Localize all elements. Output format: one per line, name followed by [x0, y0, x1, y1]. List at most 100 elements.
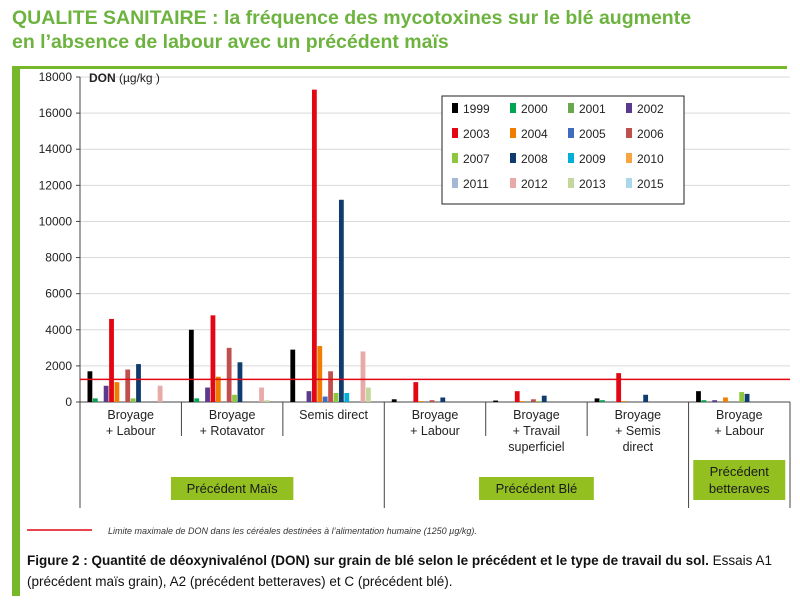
legend-label: 2003 — [463, 127, 490, 141]
bar — [744, 393, 750, 402]
bar — [92, 398, 98, 402]
bar — [205, 387, 210, 402]
category-label: direct — [623, 440, 654, 454]
legend-swatch — [452, 128, 458, 138]
group-label: Précédent Maïs — [187, 481, 279, 496]
y-tick-label: 6000 — [45, 287, 72, 301]
category-label: Broyage — [615, 408, 662, 422]
bar — [136, 364, 141, 402]
group-labels: Précédent Maïs Précédent Blé Précédent bett… — [170, 460, 786, 500]
legend-label: 2007 — [463, 152, 490, 166]
bar — [317, 346, 323, 402]
title-line-1: QUALITE SANITAIRE : la fréquence des myc… — [12, 7, 692, 29]
bar — [344, 392, 350, 402]
y-axis-label-unit: (µg/kg ) — [116, 71, 160, 85]
bar — [429, 400, 435, 402]
y-tick-label: 2000 — [45, 359, 72, 373]
category-label: + Travail — [513, 424, 561, 438]
legend-label: 2010 — [637, 152, 664, 166]
bar — [365, 387, 371, 402]
legend-label: 2011 — [463, 177, 489, 191]
legend-label: 1999 — [463, 102, 490, 116]
legend-swatch — [510, 103, 516, 113]
threshold-note: Limite maximale de DON dans les céréales… — [27, 526, 477, 536]
bar — [114, 382, 120, 402]
bar — [237, 362, 243, 402]
bar — [536, 401, 542, 402]
bar — [311, 89, 317, 402]
category-label: + Labour — [410, 424, 460, 438]
legend: 1999 2000 2001 2002 2003 2004 2005 2006 2007 2008… — [441, 95, 685, 205]
category-label: Semis direct — [299, 408, 368, 422]
legend-swatch — [568, 128, 574, 138]
group-label: Précédent Blé — [496, 481, 578, 496]
legend-label: 2002 — [637, 102, 664, 116]
bar — [712, 400, 718, 402]
category-label: Broyage — [107, 408, 154, 422]
category-label: Broyage — [513, 408, 560, 422]
bar — [600, 400, 605, 402]
category-label: + Rotavator — [200, 424, 265, 438]
bar — [616, 373, 622, 402]
legend-swatch — [626, 153, 632, 163]
frame-top-line — [12, 66, 787, 69]
legend-swatch — [626, 103, 632, 113]
bar — [194, 398, 200, 402]
legend-swatch — [452, 178, 458, 188]
legend-label: 2013 — [579, 177, 606, 191]
legend-swatch — [626, 128, 632, 138]
caption-bold: Figure 2 : Quantité de déoxynivalénol (D… — [27, 553, 709, 568]
bar — [739, 392, 745, 402]
bar — [290, 349, 296, 402]
category-label: Broyage — [412, 408, 459, 422]
bar — [103, 385, 109, 402]
legend-label: 2006 — [637, 127, 664, 141]
legend-label: 2004 — [521, 127, 548, 141]
y-tick-label: 16000 — [39, 106, 73, 120]
y-axis: 0 2000 4000 6000 8000 10000 12000 14000 16000 180… — [39, 70, 790, 409]
bar — [259, 387, 264, 402]
bar — [157, 385, 163, 402]
legend-swatch — [568, 178, 574, 188]
y-tick-label: 18000 — [39, 70, 73, 84]
group-label: betteraves — [709, 481, 770, 496]
group-label-box — [479, 477, 594, 500]
bar — [188, 329, 194, 402]
category-label: superficiel — [508, 440, 564, 454]
legend-swatch — [568, 153, 574, 163]
group-label: Précédent — [710, 464, 770, 479]
legend-swatch — [510, 178, 516, 188]
legend-swatch — [452, 103, 458, 113]
frame-left-bar — [12, 66, 20, 596]
legend-swatch — [510, 153, 516, 163]
bar — [413, 382, 419, 402]
y-tick-label: 14000 — [39, 142, 73, 156]
bar — [322, 396, 328, 402]
chart-title: QUALITE SANITAIRE : la fréquence des myc… — [12, 6, 792, 54]
bar — [232, 394, 237, 402]
legend-label: 2009 — [579, 152, 606, 166]
bar — [541, 395, 547, 402]
category-label: Broyage — [209, 408, 256, 422]
bar — [514, 391, 520, 402]
figure-caption: Figure 2 : Quantité de déoxynivalénol (D… — [27, 550, 777, 592]
bar — [226, 347, 232, 402]
bar — [621, 401, 627, 402]
bar — [643, 394, 649, 402]
bar — [125, 369, 131, 402]
bar — [440, 397, 446, 402]
bar — [696, 391, 701, 402]
caption-normal: Essais A1 (précédent maïs grain), A2 (pr… — [27, 553, 772, 589]
legend-label: 2008 — [521, 152, 548, 166]
y-axis-label: DON (µg/kg ) — [89, 71, 160, 85]
legend-swatch — [626, 178, 632, 188]
legend-label: 2012 — [521, 177, 548, 191]
category-label: + Labour — [106, 424, 156, 438]
title-line-2: en l’absence de labour avec un précédent… — [12, 31, 449, 53]
bar — [264, 400, 270, 402]
group-label-box — [693, 460, 786, 500]
bar — [333, 392, 339, 402]
legend-swatch — [510, 128, 516, 138]
bar — [338, 199, 344, 402]
